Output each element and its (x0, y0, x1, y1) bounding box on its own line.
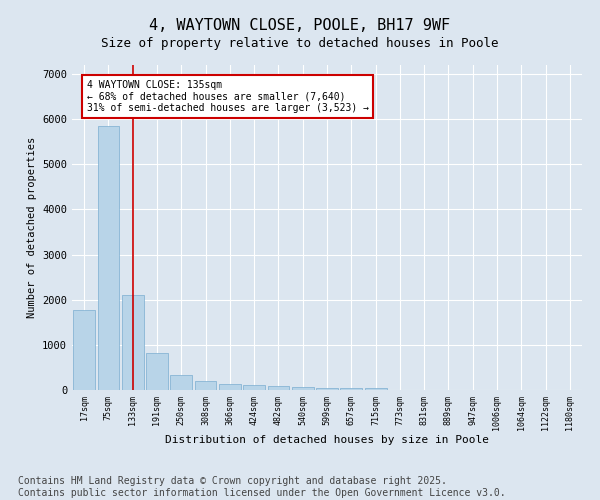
Bar (219, 384, 241, 390)
Text: Size of property relative to detached houses in Poole: Size of property relative to detached ho… (101, 38, 499, 51)
Text: 4 WAYTOWN CLOSE: 135sqm
← 68% of detached houses are smaller (7,640)
31% of semi: 4 WAYTOWN CLOSE: 135sqm ← 68% of detache… (86, 80, 368, 113)
Bar (243, 386, 265, 390)
Bar (146, 353, 168, 390)
Text: Contains HM Land Registry data © Crown copyright and database right 2025.
Contai: Contains HM Land Registry data © Crown c… (18, 476, 506, 498)
Bar (268, 386, 289, 390)
Bar (365, 388, 386, 390)
Bar (292, 387, 314, 390)
X-axis label: Distribution of detached houses by size in Poole: Distribution of detached houses by size … (165, 436, 489, 446)
Bar (194, 380, 217, 390)
Bar (122, 295, 143, 390)
Bar (170, 374, 192, 390)
Bar (316, 388, 338, 390)
Bar (73, 310, 95, 390)
Bar (340, 388, 362, 390)
Bar (97, 126, 119, 390)
Y-axis label: Number of detached properties: Number of detached properties (26, 137, 37, 318)
Text: 4, WAYTOWN CLOSE, POOLE, BH17 9WF: 4, WAYTOWN CLOSE, POOLE, BH17 9WF (149, 18, 451, 32)
